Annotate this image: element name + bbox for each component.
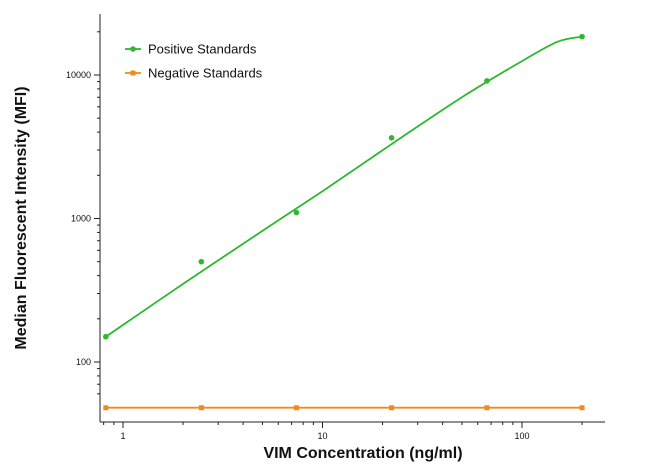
legend-swatch-marker xyxy=(130,46,136,52)
x-tick-label: 10 xyxy=(317,431,327,441)
data-point xyxy=(388,135,395,141)
data-point xyxy=(484,78,490,84)
x-tick-label: 1 xyxy=(120,431,125,441)
data-point xyxy=(579,33,585,40)
legend: Positive Standards Negative Standards xyxy=(125,42,263,81)
x-axis-title: VIM Concentration (ng/ml) xyxy=(263,445,462,462)
legend-label: Negative Standards xyxy=(148,66,263,81)
fit-curve xyxy=(105,35,583,338)
data-point xyxy=(484,405,490,411)
y-tick-label: 100 xyxy=(76,357,91,367)
data-point xyxy=(103,405,109,411)
y-tick-label: 1000 xyxy=(71,214,91,224)
y-axis-title: Median Fluorescent Intensity (MFI) xyxy=(13,86,30,349)
series-positive xyxy=(103,33,585,340)
axes: 100 1000 10000 1 10 100 xyxy=(66,14,605,441)
y-tick-label: 10000 xyxy=(66,70,91,80)
x-tick-label: 100 xyxy=(514,431,529,441)
data-point xyxy=(198,405,204,411)
data-point xyxy=(103,333,109,340)
data-point xyxy=(579,405,585,411)
data-point xyxy=(293,405,299,411)
legend-label: Positive Standards xyxy=(148,42,257,57)
legend-swatch-marker xyxy=(130,70,136,76)
legend-item: Negative Standards xyxy=(125,66,263,81)
series-layer xyxy=(103,33,585,411)
data-point xyxy=(293,209,300,216)
legend-item: Positive Standards xyxy=(125,42,257,57)
data-point xyxy=(198,258,205,265)
series-negative xyxy=(103,405,585,411)
data-point xyxy=(389,405,395,411)
